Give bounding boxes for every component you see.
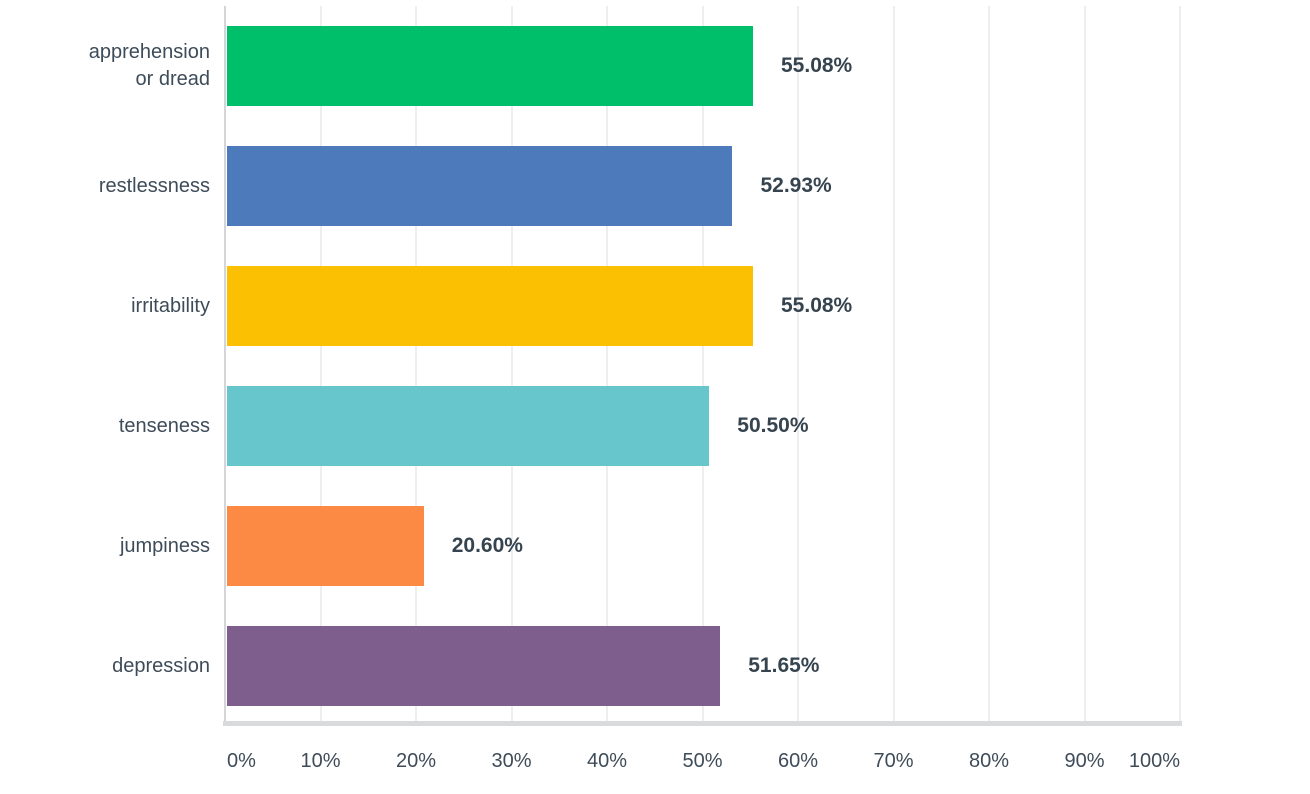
category-label-text: irritability (131, 294, 210, 317)
plot-area: 55.08% 52.93% 55.08% 50.50% 20.60% 51.65% (224, 0, 1181, 721)
gridline (606, 6, 608, 721)
value-label: 52.93% (760, 174, 832, 197)
category-label-text: restlessness (98, 174, 210, 197)
x-axis-line (223, 721, 1182, 726)
x-tick-label: 10% (300, 750, 341, 772)
x-tick-label: 60% (777, 750, 819, 772)
bar-tenseness (227, 386, 710, 466)
gridline (797, 6, 799, 721)
bar-apprehension-or-dread (227, 26, 753, 106)
category-label-text: apprehension or dread (88, 41, 210, 90)
gridline (988, 6, 990, 721)
x-tick-label: 50% (682, 750, 723, 772)
category-label: irritability (0, 266, 210, 346)
x-tick-label: 0% (227, 750, 256, 772)
x-tick-label: 70% (873, 750, 914, 772)
value-label: 50.50% (737, 414, 809, 437)
bar-restlessness (227, 146, 733, 226)
x-tick-label: 100% (1128, 750, 1180, 772)
bar-irritability (227, 266, 753, 346)
category-label: jumpiness (0, 506, 210, 586)
gridline (319, 6, 322, 721)
value-label: 51.65% (748, 654, 820, 677)
category-label: tenseness (0, 386, 210, 466)
axis-zero-line (224, 6, 226, 721)
bar-jumpiness (227, 506, 424, 586)
gridline (1179, 6, 1181, 721)
value-label: 55.08% (781, 54, 853, 77)
gridline (510, 6, 513, 721)
x-tick-label: 80% (968, 750, 1010, 772)
category-label-text: tenseness (118, 414, 210, 437)
x-tick-label: 20% (395, 750, 437, 772)
gridline (701, 6, 704, 721)
x-tick-label: 90% (1064, 750, 1105, 772)
category-label-text: jumpiness (119, 534, 210, 557)
gridline (1083, 6, 1086, 721)
category-label: restlessness (0, 146, 210, 226)
category-label: apprehension or dread (0, 26, 210, 106)
category-label: depression (0, 626, 210, 706)
x-tick-label: 40% (586, 750, 628, 772)
category-label-text: depression (112, 654, 210, 677)
gridline (415, 6, 417, 721)
value-label: 20.60% (451, 534, 523, 557)
bar-depression (227, 626, 721, 706)
x-tick-label: 30% (491, 750, 532, 772)
value-label: 55.08% (781, 294, 853, 317)
gridline (892, 6, 895, 721)
